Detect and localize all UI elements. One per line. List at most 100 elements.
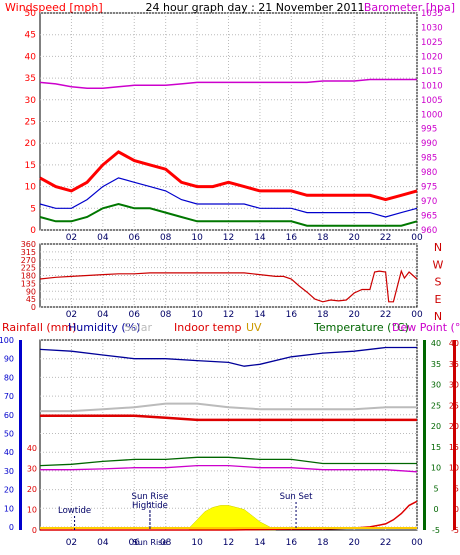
humidity-axis-bar [19,340,22,530]
dir-x-tick-label: 02 [66,310,77,320]
combined-x-tick-label: 10 [191,538,203,548]
dir-compass-label: N [434,241,442,254]
baro-y-tick-label: 1015 [421,67,443,77]
baro-y-tick-label: 970 [421,197,437,207]
temp-y-tick-label: 10 [431,464,441,473]
dir-x-tick-label: 16 [286,310,298,320]
annotation-label: Sun Set [280,492,313,502]
series-solar [40,402,417,413]
legend-solar: Solar [124,321,153,334]
windspeed-axis-title: Windspeed [mph] [5,1,103,14]
wind-x-tick-label: 22 [380,233,391,243]
dir-y-tick-label: 180 [21,272,36,281]
rain-y-tick-label: 40 [27,444,37,453]
series-sun [188,505,276,531]
wind-x-tick-label: 20 [348,233,360,243]
dir-y-tick-label: 225 [21,264,36,273]
wind-x-tick-label: 18 [317,233,329,243]
dir-y-tick-label: 45 [26,295,36,304]
legend-indoor-temp: Indoor temp [174,321,241,334]
baro-y-tick-label: 1025 [421,38,443,48]
dir-compass-label: S [435,276,442,289]
series-indoor [40,414,417,422]
wind-x-tick-label: 10 [191,233,203,243]
baro-y-tick-label: 975 [421,183,437,193]
baro-y-tick-label: 965 [421,212,437,222]
dir-y-tick-label: 360 [21,240,36,249]
dir-x-tick-label: 00 [411,310,423,320]
wind-x-tick-label: 16 [286,233,298,243]
dir-x-tick-label: 10 [191,310,203,320]
humidity-y-tick-label: 50 [4,430,14,439]
baro-y-tick-label: 995 [421,125,437,135]
combined-x-tick-label: 08 [160,538,172,548]
series-rain [40,500,418,531]
series-baro [39,78,417,89]
wind-y-tick-label: 15 [25,161,36,171]
combined-x-tick-label: 06 [129,538,141,548]
annotation-label: Lowtide [58,506,91,516]
baro-y-tick-label: 1005 [421,96,443,106]
humidity-y-tick-label: 0 [9,523,14,532]
temp-y-tick-label: 20 [431,422,441,431]
temperature-axis-bar [423,340,426,530]
combined-x-tick-label: 22 [380,538,391,548]
series-low [39,202,418,227]
wind-y-tick-label: 25 [25,118,36,128]
dew-y-tick-label: 0 [454,505,459,514]
baro-y-tick-label: 1010 [421,81,443,91]
combined-x-tick-label: 04 [97,538,109,548]
series-temperature [39,456,417,467]
combined-x-tick-label: 12 [223,538,234,548]
rain-y-tick-label: 0 [32,526,37,535]
temp-y-tick-label: 25 [431,401,441,410]
wind-y-tick-label: 40 [25,52,37,62]
legend-humidity: Humidity (%) [68,321,140,334]
wind-x-tick-label: 02 [66,233,77,243]
wind-y-tick-label: 50 [25,9,37,19]
annotation-label: Sun Rise [132,492,169,502]
series-avg [39,177,418,218]
dir-y-tick-label: 135 [21,279,36,288]
wind-x-tick-label: 14 [254,233,266,243]
combined-x-tick-label: 20 [348,538,360,548]
wind-y-tick-label: 0 [30,226,36,236]
humidity-y-tick-label: 10 [4,504,14,513]
combined-x-tick-label: 16 [286,538,298,548]
dir-y-tick-label: 90 [26,287,36,296]
temp-y-tick-label: 30 [431,381,441,390]
temp-y-tick-label: 5 [433,484,438,493]
dir-x-tick-label: 20 [348,310,360,320]
barometer-axis-title: Barometer [hpa] [364,1,455,14]
baro-y-tick-label: 985 [421,154,437,164]
grid-lines [40,12,418,530]
combined-panel-frame [39,339,418,531]
combined-x-tick-label: 02 [66,538,77,548]
wind-y-tick-label: 45 [25,31,36,41]
legend-dew-point: Dew Point (°C) [392,321,460,334]
rain-y-tick-label: 10 [27,506,37,515]
humidity-y-tick-label: 80 [4,373,14,382]
humidity-y-tick-label: 70 [4,392,14,401]
combined-x-tick-label: 18 [317,538,329,548]
wind-x-tick-label: 00 [411,233,423,243]
dir-y-tick-label: 0 [31,303,36,312]
series-gust [39,150,418,202]
baro-y-tick-label: 1035 [421,9,443,19]
dew-y-tick-label: 5 [454,484,459,493]
wind-x-tick-label: 08 [160,233,172,243]
combined-x-tick-label: 00 [411,538,423,548]
dir-y-tick-label: 315 [21,248,36,257]
dir-x-tick-label: 14 [254,310,266,320]
legend-rainfall: Rainfall (mm) [2,321,76,334]
series-lines [39,78,418,531]
humidity-y-tick-label: 90 [4,355,14,364]
dir-x-tick-label: 08 [160,310,172,320]
series-dewpoint [40,464,418,473]
dir-compass-label: N [434,310,442,323]
dir-compass-label: E [435,293,442,306]
wind-y-tick-label: 10 [25,183,37,193]
humidity-y-tick-label: 100 [0,336,14,345]
temp-y-tick-label: 15 [431,443,441,452]
